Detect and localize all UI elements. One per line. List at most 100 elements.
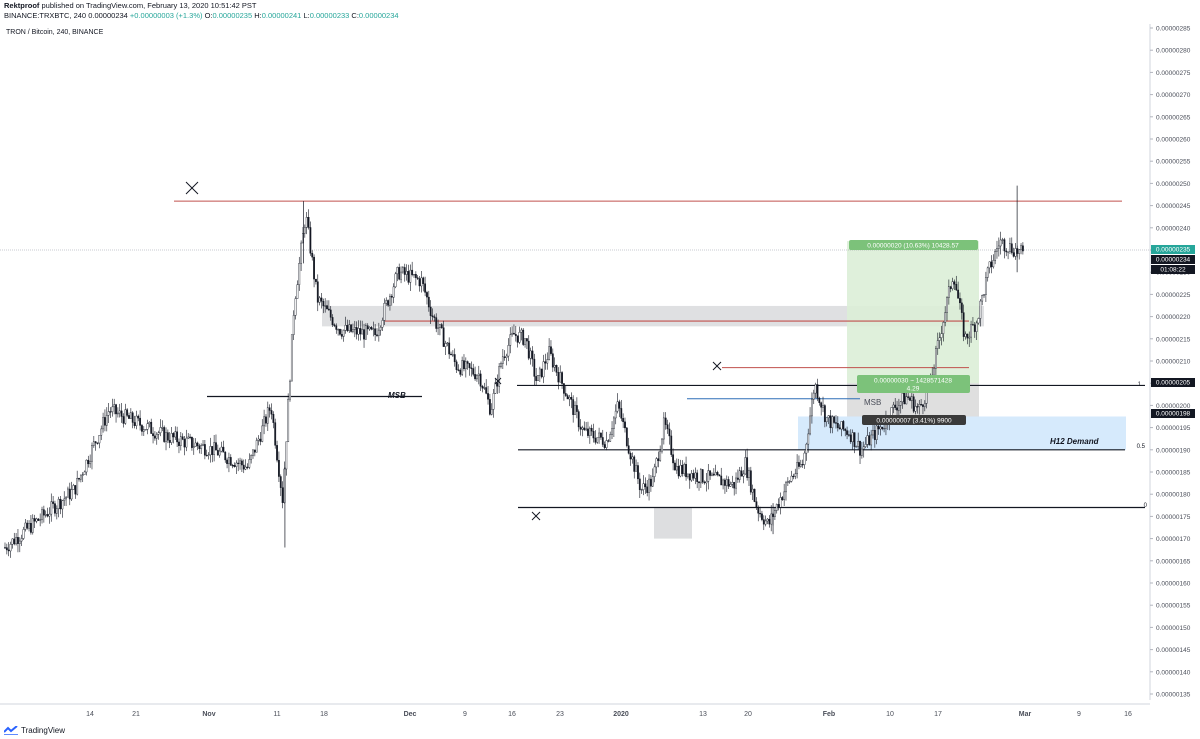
candle-body: [161, 427, 164, 429]
cross-marker-low[interactable]: [531, 511, 541, 521]
low-sweep-box[interactable]: [654, 507, 692, 539]
candle-body: [24, 522, 27, 530]
candle-body: [701, 469, 704, 483]
candle-body: [361, 329, 364, 335]
candle-body: [851, 432, 854, 443]
candle-body: [322, 301, 325, 307]
candle-body: [920, 404, 923, 406]
price-chart[interactable]: 0.00000285 0.00000280 0.00000275 0.00000270…: [0, 24, 1200, 722]
candle-body: [468, 363, 471, 369]
last-price: 0.00000234: [88, 11, 128, 20]
candle-body: [359, 328, 362, 335]
candle-body: [588, 427, 591, 436]
candle-body: [348, 324, 351, 331]
candle-body: [899, 401, 902, 406]
tradingview-brand: TradingView: [21, 726, 66, 735]
candle-body: [788, 481, 791, 483]
candle-body: [477, 373, 480, 376]
candle-body: [185, 437, 188, 448]
entry-label-bg[interactable]: [857, 375, 970, 393]
candle-body: [240, 460, 243, 466]
cross-marker-jan[interactable]: [712, 361, 722, 371]
candle-body: [31, 518, 34, 533]
candle-body: [1005, 250, 1008, 253]
candle-body: [507, 345, 510, 357]
candle-body: [377, 329, 380, 336]
price-tick-label: 0.00000170: [1156, 536, 1191, 543]
cross-marker-top[interactable]: [185, 181, 199, 195]
stop-label-bg[interactable]: [862, 415, 966, 425]
candle-body: [561, 372, 563, 384]
low-label: L:: [303, 11, 310, 20]
candle-body: [779, 497, 782, 508]
candle-body: [651, 476, 654, 487]
candle-body: [340, 334, 343, 337]
candle-body: [901, 392, 904, 403]
candle-body: [298, 263, 301, 285]
cross-marker-dec[interactable]: [494, 377, 502, 385]
tradingview-logo[interactable]: TradingView: [4, 726, 65, 735]
candle-body: [879, 426, 882, 430]
candle-body: [740, 470, 743, 477]
candle-body: [255, 440, 258, 453]
candle-body: [653, 466, 656, 477]
candle-body: [39, 519, 42, 521]
candle-body: [946, 297, 948, 313]
candle-body: [168, 440, 171, 443]
candle-body: [612, 417, 615, 429]
candle-body: [191, 436, 193, 448]
chart-header: Rektproof published on TradingView.com, …: [0, 0, 1200, 24]
target-label-bg[interactable]: [849, 240, 978, 250]
candle-body: [990, 261, 993, 268]
candle-body: [631, 456, 634, 460]
candle-body: [129, 412, 132, 419]
position-target-zone[interactable]: [847, 241, 979, 384]
candle-body: [218, 450, 221, 456]
candle-body: [738, 470, 741, 480]
candle-body: [59, 498, 62, 510]
candle-body: [531, 350, 534, 360]
candle-body: [490, 409, 493, 415]
candle-body: [120, 410, 123, 417]
candle-body: [540, 368, 543, 378]
candle-body: [659, 450, 662, 461]
candle-body: [100, 428, 103, 436]
candle-body: [479, 373, 482, 387]
candle-body: [7, 549, 10, 552]
candle-body: [281, 487, 284, 503]
candle-body: [102, 417, 104, 430]
candle-body: [300, 242, 303, 264]
price-tick-label: 0.00000195: [1156, 425, 1191, 432]
high-label: H:: [254, 11, 262, 20]
candle-body: [370, 326, 373, 330]
candle-body: [873, 430, 876, 440]
candle-body: [999, 239, 1002, 247]
candle-body: [413, 274, 415, 276]
candle-body: [426, 292, 428, 298]
candle-body: [296, 284, 299, 299]
candle-body: [483, 387, 486, 389]
candle-body: [796, 462, 799, 475]
candle-body: [896, 407, 898, 411]
price-tick-label: 0.00000140: [1156, 669, 1191, 676]
candle-body: [564, 393, 567, 396]
candle-body: [603, 444, 606, 448]
candle-body: [957, 289, 960, 299]
candle-body: [166, 432, 169, 441]
candle-body: [266, 407, 269, 424]
candle-body: [22, 529, 25, 539]
low-value: 0.00000233: [309, 11, 350, 20]
publisher-name[interactable]: Rektproof: [4, 1, 40, 10]
candle-body: [364, 325, 367, 340]
candle-body: [311, 253, 314, 258]
candle-body: [799, 464, 802, 467]
candle-body: [179, 436, 182, 446]
candle-body: [392, 286, 395, 298]
candle-body: [694, 472, 697, 479]
candle-body: [516, 335, 519, 343]
candle-body: [457, 369, 460, 371]
candle-body: [220, 446, 223, 452]
candle-body: [476, 375, 478, 380]
candle-body: [849, 434, 852, 443]
candle-body: [289, 380, 291, 400]
